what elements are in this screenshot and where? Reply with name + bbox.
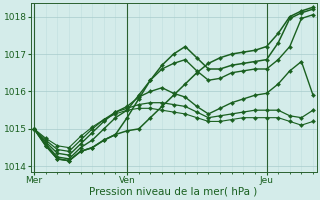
X-axis label: Pression niveau de la mer( hPa ): Pression niveau de la mer( hPa ): [90, 187, 258, 197]
